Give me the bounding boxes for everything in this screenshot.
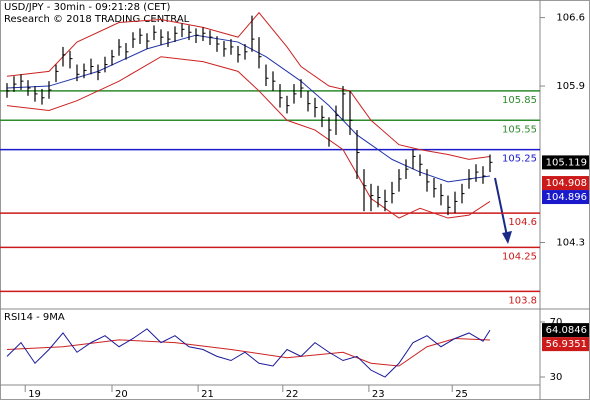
level-label: 105.85	[502, 95, 537, 106]
forecast-arrowhead	[502, 231, 512, 244]
rsi-tick-label: 30	[550, 372, 563, 383]
band-lower	[6, 56, 491, 219]
x-tick-label: 23	[372, 389, 385, 400]
chart-title: USD/JPY - 30min - 09:21:28 (CET)	[4, 2, 171, 13]
level-label: 105.55	[502, 124, 537, 135]
rsi-title: RSI14 - 9MA	[4, 312, 65, 323]
last-value-box	[542, 337, 589, 352]
rsi-ma	[6, 337, 491, 367]
last-value-box	[542, 176, 589, 191]
level-label: 104.6	[508, 217, 537, 228]
y-tick-label: 104.3	[556, 237, 585, 248]
last-value-box	[542, 190, 589, 205]
level-label: 103.8	[508, 295, 537, 306]
y-tick-label: 106.6	[556, 13, 585, 24]
last-value-label: 64.0846	[546, 325, 587, 336]
x-tick-label: 21	[201, 389, 214, 400]
x-tick-label: 22	[286, 389, 299, 400]
last-value-box	[542, 323, 589, 338]
last-value-label: 105.119	[546, 157, 587, 168]
band-upper	[6, 11, 491, 160]
x-tick-label: 19	[28, 389, 41, 400]
last-value-label: 104.896	[546, 192, 587, 203]
rsi-tick-label: 70	[550, 317, 563, 328]
last-value-label: 56.9351	[546, 339, 587, 350]
rsi-line	[6, 328, 491, 378]
level-label: 104.25	[502, 251, 537, 262]
level-label: 105.25	[502, 154, 537, 165]
last-value-label: 104.908	[546, 178, 587, 189]
x-tick-label: 20	[115, 389, 128, 400]
chart-subtitle: Research © 2018 TRADING CENTRAL	[4, 14, 190, 25]
last-value-box	[542, 155, 589, 170]
moving-average	[6, 34, 491, 183]
x-tick-label: 25	[455, 389, 468, 400]
forecast-arrow	[494, 177, 508, 237]
y-tick-label: 105.9	[556, 81, 585, 92]
